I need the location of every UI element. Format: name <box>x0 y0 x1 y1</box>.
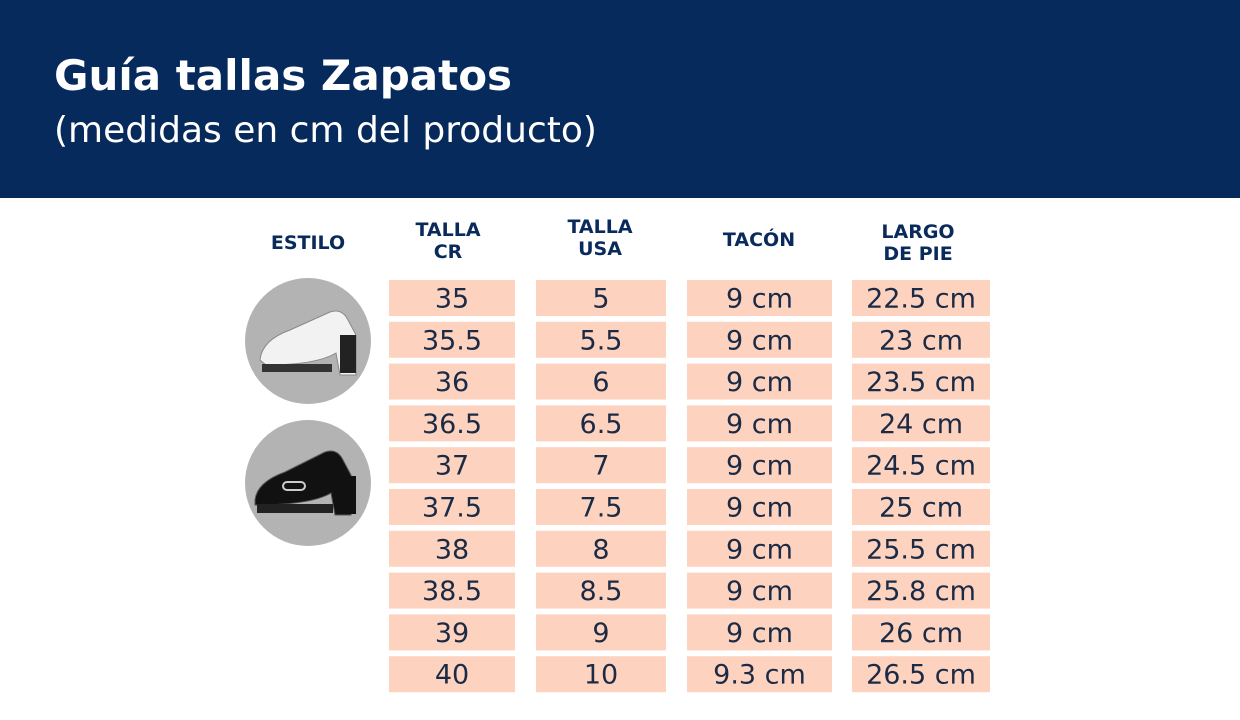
cell-bg <box>687 280 832 316</box>
cell-bg <box>536 614 666 651</box>
cell: 36 <box>435 367 469 398</box>
cell-bg <box>852 530 990 567</box>
cell-bg <box>852 572 990 609</box>
cell: 25.8 cm <box>866 576 976 607</box>
cell-bg <box>536 363 666 400</box>
cell-bg <box>687 405 832 442</box>
cell: 9 cm <box>726 576 793 607</box>
column-header: DE PIE <box>883 243 952 265</box>
cell-bg <box>852 363 990 400</box>
cell: 38 <box>435 534 469 565</box>
cell-bg <box>852 656 990 693</box>
cell: 9 cm <box>726 409 793 440</box>
cell-bg <box>536 280 666 316</box>
cell-bg <box>852 614 990 651</box>
cell: 9 cm <box>726 451 793 482</box>
cell-bg <box>536 572 666 609</box>
cell-bg <box>536 447 666 484</box>
cell: 26.5 cm <box>866 660 976 691</box>
column-header: LARGO <box>881 221 954 243</box>
cell: 9.3 cm <box>713 660 806 691</box>
cell: 39 <box>435 618 469 649</box>
column-header: CR <box>434 241 463 263</box>
cell-bg <box>536 489 666 525</box>
cell: 25.5 cm <box>866 534 976 565</box>
cell-bg <box>687 363 832 400</box>
cell: 9 <box>592 618 609 649</box>
cell-bg <box>389 572 515 609</box>
cell-bg <box>389 363 515 400</box>
cell: 9 cm <box>726 534 793 565</box>
cell: 25 cm <box>879 493 963 524</box>
cell-bg <box>536 405 666 442</box>
column-header: TACÓN <box>723 227 795 251</box>
shoe-white <box>245 278 371 404</box>
cell: 9 cm <box>726 325 793 356</box>
cell-bg <box>687 447 832 484</box>
cell-bg <box>389 321 515 358</box>
cell-bg <box>687 530 832 567</box>
cell: 5 <box>592 284 609 315</box>
cell: 35 <box>435 284 469 315</box>
cell: 37.5 <box>422 493 482 524</box>
cell: 35.5 <box>422 325 482 356</box>
cell: 9 cm <box>726 367 793 398</box>
cell: 8 <box>592 534 609 565</box>
cell-bg <box>687 489 832 525</box>
cell-bg <box>852 447 990 484</box>
cell-bg <box>389 280 515 316</box>
subtitle: (medidas en cm del producto) <box>54 110 597 151</box>
cell: 5.5 <box>580 325 623 356</box>
cell-bg <box>536 530 666 567</box>
cell-bg <box>389 530 515 567</box>
cell-bg <box>852 321 990 358</box>
header-bar <box>0 0 1240 198</box>
cell: 7.5 <box>580 493 623 524</box>
cell: 37 <box>435 451 469 482</box>
cell: 9 cm <box>726 618 793 649</box>
cell: 8.5 <box>580 576 623 607</box>
cell: 23 cm <box>879 325 963 356</box>
cell-bg <box>389 614 515 651</box>
cell-bg <box>687 614 832 651</box>
cell: 36.5 <box>422 409 482 440</box>
cell: 10 <box>584 660 618 691</box>
cell-bg <box>389 405 515 442</box>
cell: 24.5 cm <box>866 451 976 482</box>
cell: 22.5 cm <box>866 284 976 315</box>
cell-bg <box>687 656 832 693</box>
column-header: TALLA <box>567 216 632 238</box>
cell-bg <box>389 656 515 693</box>
cell: 9 cm <box>726 284 793 315</box>
column-header: TALLA <box>415 219 480 241</box>
cell: 24 cm <box>879 409 963 440</box>
cell: 40 <box>435 660 469 691</box>
cell-bg <box>389 447 515 484</box>
cell-bg <box>389 489 515 525</box>
cell-bg <box>687 572 832 609</box>
cell-bg <box>852 280 990 316</box>
cell: 23.5 cm <box>866 367 976 398</box>
cell: 7 <box>592 451 609 482</box>
cell-bg <box>852 405 990 442</box>
cell: 38.5 <box>422 576 482 607</box>
cell-bg <box>536 321 666 358</box>
cell: 6.5 <box>580 409 623 440</box>
cell: 26 cm <box>879 618 963 649</box>
shoe-black <box>245 420 371 546</box>
cell-bg <box>852 489 990 525</box>
cell-bg <box>536 656 666 693</box>
column-header: ESTILO <box>271 232 345 254</box>
cell: 6 <box>592 367 609 398</box>
column-header: USA <box>578 238 622 260</box>
cell-bg <box>687 321 832 358</box>
cell: 9 cm <box>726 493 793 524</box>
title: Guía tallas Zapatos <box>54 51 512 100</box>
